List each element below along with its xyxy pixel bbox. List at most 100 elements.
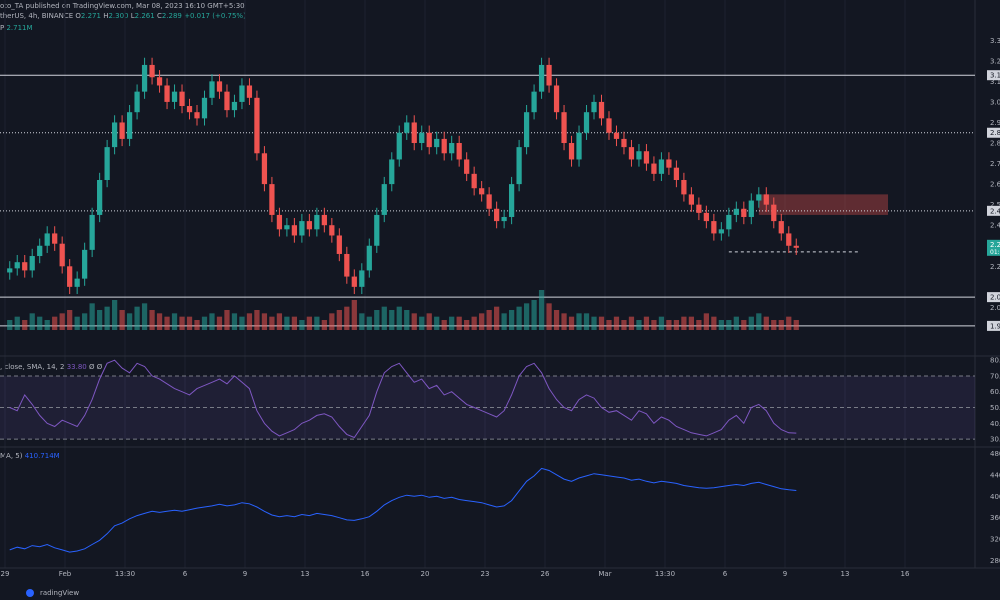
volume-bar xyxy=(44,320,50,330)
volume-bar xyxy=(583,313,590,330)
volume-bar xyxy=(52,316,58,330)
price-tick-label: 3.1 xyxy=(990,78,1000,86)
candle-body xyxy=(591,101,597,113)
volume-bar xyxy=(553,310,560,330)
candle-body xyxy=(651,163,657,174)
candle-body xyxy=(366,245,372,271)
volume-bar xyxy=(658,316,665,330)
candle-body xyxy=(381,184,387,215)
volume-bar xyxy=(523,303,530,330)
candle-body xyxy=(621,138,627,148)
obv-legend-value: 410.714M xyxy=(24,452,60,460)
candle-body xyxy=(703,212,709,222)
price-tick-label: 2.7 xyxy=(990,160,1000,168)
volume-bar xyxy=(703,313,709,330)
rsi-legend[interactable]: , close, SMA, 14, 2 33.80 Ø Ø xyxy=(0,363,102,371)
candle-body xyxy=(276,214,283,230)
volume-bar xyxy=(441,320,447,330)
candle-body xyxy=(561,112,567,144)
volume-bar xyxy=(778,320,784,330)
volume-bar xyxy=(209,313,215,330)
candle-body xyxy=(321,214,327,226)
candle-body xyxy=(546,64,552,86)
obv-line xyxy=(9,467,797,553)
volume-bar xyxy=(29,313,35,330)
price-tick-label: 2.0 xyxy=(990,304,1000,312)
volume-bar xyxy=(291,316,298,330)
volume-bar xyxy=(786,316,792,330)
price-tick-label: 2.60 xyxy=(990,181,1000,189)
candle-body xyxy=(576,132,582,160)
candle-body xyxy=(314,214,320,230)
price-tick-label: 3.2 xyxy=(990,57,1000,65)
volume-bar xyxy=(314,316,320,330)
volume-bar xyxy=(246,313,253,330)
x-tick-label: 16 xyxy=(901,570,910,578)
candle-body xyxy=(344,253,350,277)
candle-body xyxy=(44,233,50,246)
candle-body xyxy=(261,153,268,185)
candle-body xyxy=(7,268,13,273)
candle-body xyxy=(269,184,275,215)
volume-bar xyxy=(201,316,208,330)
candle-body xyxy=(209,81,215,98)
obv-tick-label: 440 xyxy=(990,471,1000,479)
volume-bar xyxy=(171,313,178,330)
candle-body xyxy=(726,214,732,230)
candle-body xyxy=(22,262,28,271)
volume-legend: P 2.711M xyxy=(0,24,33,32)
candle-body xyxy=(374,214,380,246)
candle-body xyxy=(733,208,739,215)
volume-value: 2.711M xyxy=(6,24,33,32)
volume-bar xyxy=(67,310,73,330)
x-tick-label: 13 xyxy=(841,570,850,578)
price-tick-label: 3.30 xyxy=(990,37,1000,45)
candle-body xyxy=(613,132,620,139)
candle-body xyxy=(246,85,253,98)
candle-body xyxy=(711,221,717,234)
candle-body xyxy=(396,132,402,160)
candle-body xyxy=(164,85,170,102)
candle-body xyxy=(404,122,410,133)
level-label: 2.4 xyxy=(990,207,1000,215)
volume-bar xyxy=(239,316,245,330)
volume-bar xyxy=(404,310,410,330)
candle-body xyxy=(688,194,695,205)
candle-body xyxy=(553,85,560,113)
volume-bar xyxy=(763,316,769,330)
candle-body xyxy=(284,225,290,230)
candle-body xyxy=(434,138,440,148)
candle-body xyxy=(29,256,35,271)
open-label: O xyxy=(75,12,81,20)
candle-body xyxy=(441,138,447,154)
candle-body xyxy=(486,194,492,209)
candle-body xyxy=(636,151,642,160)
volume-bar xyxy=(718,320,724,330)
rsi-line xyxy=(9,359,797,439)
volume-bar xyxy=(771,320,777,330)
level-label: 2.8 xyxy=(990,129,1000,137)
symbol-label[interactable]: therUS, 4h, BINANCE xyxy=(0,12,74,20)
obv-legend[interactable]: MA, 5) 410.714M xyxy=(0,452,60,460)
volume-bar xyxy=(329,313,335,330)
volume-bar xyxy=(606,320,612,330)
volume-bar xyxy=(216,316,223,330)
candle-body xyxy=(658,159,665,174)
volume-bar xyxy=(104,306,110,330)
volume-bar xyxy=(434,316,440,330)
volume-bar xyxy=(299,320,305,330)
volume-bar xyxy=(516,306,522,330)
candle-body xyxy=(97,180,103,215)
candle-body xyxy=(389,159,395,185)
candle-body xyxy=(306,221,312,230)
level-tag xyxy=(987,292,1000,303)
volume-bar xyxy=(628,316,635,330)
volume-bar xyxy=(351,300,357,330)
volume-bar xyxy=(89,303,95,330)
candle-body xyxy=(666,159,672,168)
price-tick-label: 2.4 xyxy=(990,222,1000,230)
candle-body xyxy=(771,204,777,222)
low-label: L xyxy=(130,12,135,20)
volume-bar xyxy=(366,316,372,330)
